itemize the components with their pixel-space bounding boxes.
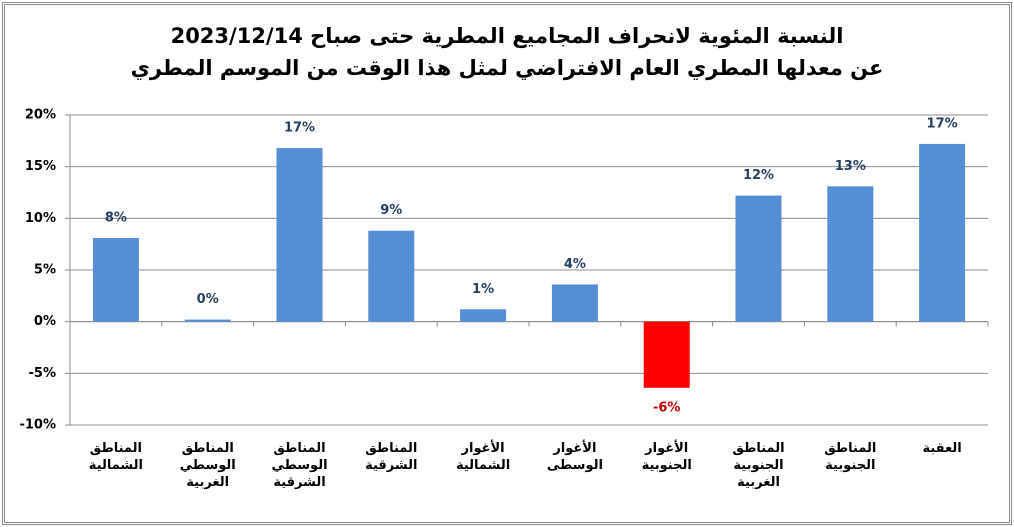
x-tick-label: المناطق الشمالية <box>88 441 143 473</box>
x-tick-label: المناطق الجنوبية الغربية <box>732 441 785 490</box>
value-label: 17% <box>284 121 315 136</box>
bar <box>276 148 323 322</box>
value-label: 9% <box>380 203 402 218</box>
x-tick-label: المناطق الوسطي الشرقية <box>271 441 328 490</box>
y-tick-label: 0% <box>34 314 56 329</box>
y-tick-label: -5% <box>29 366 56 381</box>
y-tick-label: -10% <box>19 418 56 433</box>
value-label: 8% <box>105 210 127 225</box>
bar <box>551 284 598 322</box>
bar <box>92 237 139 322</box>
bar <box>460 309 507 322</box>
y-tick-label: 15% <box>25 159 56 174</box>
x-tick-label: الأغوار الوسطى <box>546 441 603 473</box>
bar <box>643 321 690 388</box>
x-tick-label: العقبة <box>922 441 962 456</box>
value-label: 0% <box>197 292 219 307</box>
y-tick-label: 5% <box>34 263 56 278</box>
bar <box>368 230 415 322</box>
value-label: 12% <box>743 168 774 183</box>
value-label: -6% <box>653 400 680 415</box>
x-tick-label: المناطق الجنوبية <box>824 441 877 473</box>
chart-title: النسبة المئوية لانحراف المجاميع المطرية … <box>130 24 884 80</box>
value-label: 13% <box>835 159 866 174</box>
x-tick-label: المناطق الشرقية <box>365 441 418 473</box>
bar <box>827 186 874 322</box>
x-tick-label: المناطق الوسطي الغربية <box>179 441 236 490</box>
y-tick-label: 10% <box>25 211 56 226</box>
bar <box>184 319 231 322</box>
value-label: 4% <box>564 257 586 272</box>
y-tick-label: 20% <box>25 108 56 123</box>
x-tick-label: الأغوار الشمالية <box>455 441 511 473</box>
value-label: 1% <box>472 282 494 297</box>
x-tick-label: الأغوار الجنوبية <box>641 441 692 473</box>
bar <box>735 195 782 322</box>
bar <box>919 143 966 322</box>
value-label: 17% <box>927 116 958 131</box>
